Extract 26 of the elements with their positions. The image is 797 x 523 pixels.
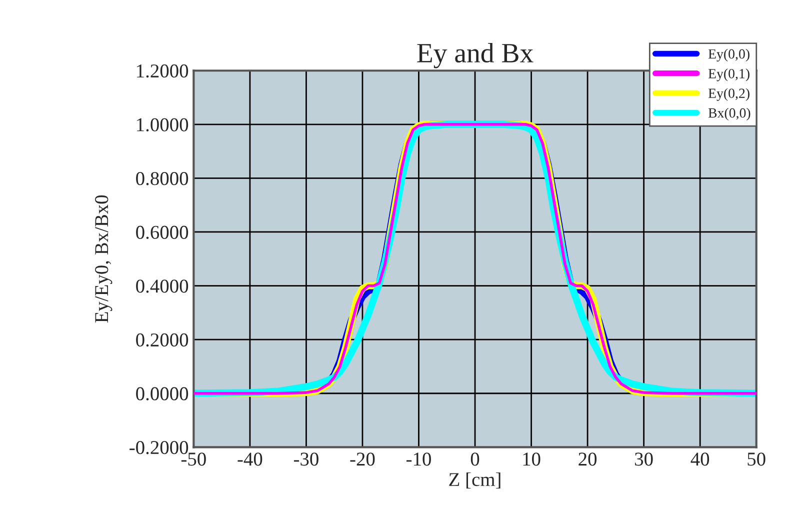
y-tick-label: 1.2000 bbox=[137, 64, 188, 78]
y-axis-title: Ey/Ey0, Bx/Bx0 bbox=[95, 195, 112, 323]
x-tick-label: 0 bbox=[470, 452, 480, 466]
legend-label: Ey(0,2) bbox=[708, 88, 750, 101]
x-tick-label: 30 bbox=[635, 452, 653, 466]
x-tick-label: -10 bbox=[406, 452, 431, 466]
legend-label: Bx(0,0) bbox=[708, 108, 750, 120]
legend-label: Ey(0,1) bbox=[708, 68, 750, 82]
x-tick-label: -20 bbox=[350, 452, 375, 466]
x-tick-label: -50 bbox=[181, 452, 206, 466]
y-tick-label: -0.2000 bbox=[130, 440, 188, 454]
x-tick-label: -30 bbox=[294, 452, 318, 466]
x-tick-label: 50 bbox=[748, 452, 766, 466]
y-tick-label: 1.0000 bbox=[137, 118, 188, 132]
y-tick-label: 0.4000 bbox=[136, 280, 188, 293]
x-tick-label: -40 bbox=[238, 452, 262, 466]
x-tick-label: 10 bbox=[523, 452, 540, 466]
x-axis-title: Z [cm] bbox=[449, 472, 500, 489]
legend-label: Ey(0,0) bbox=[708, 48, 750, 62]
y-tick-label: 0.2000 bbox=[136, 333, 188, 347]
x-tick-label: 40 bbox=[690, 452, 710, 466]
chart-title: Ey and Bx bbox=[417, 42, 534, 68]
x-tick-label: 20 bbox=[578, 452, 597, 466]
y-tick-label: 0.0000 bbox=[136, 387, 188, 400]
y-tick-label: 0.8000 bbox=[136, 172, 188, 186]
y-tick-label: 0.6000 bbox=[136, 226, 188, 240]
